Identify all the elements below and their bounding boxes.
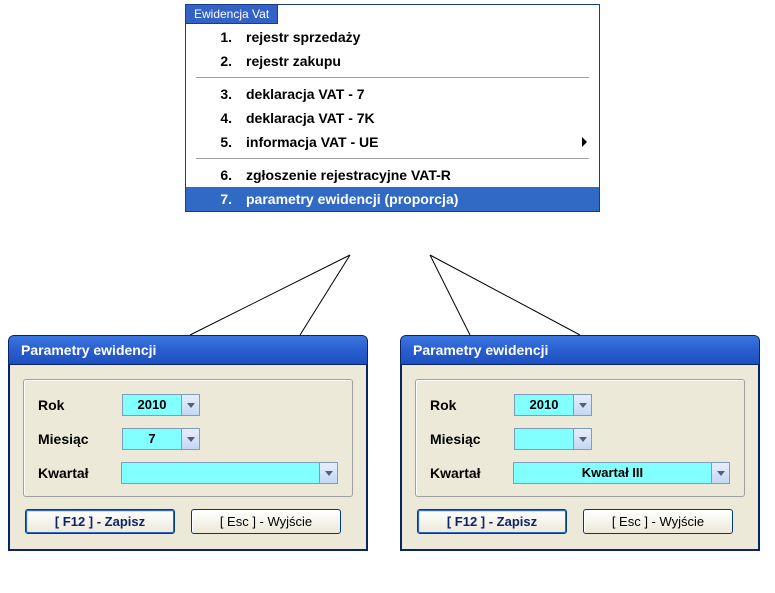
menu-item-label: deklaracja VAT - 7K — [232, 110, 375, 126]
button-label: [ F12 ] - Zapisz — [55, 514, 145, 529]
vat-menu: Ewidencja Vat 1. rejestr sprzedaży 2. re… — [185, 4, 600, 212]
field-group: Rok 2010 Miesiąc Kwartał Kwartał III — [415, 379, 745, 497]
menu-item-num: 5. — [206, 134, 232, 150]
row-miesiac: Miesiąc 7 — [38, 428, 338, 450]
menu-item-informacja-vat-ue[interactable]: 5. informacja VAT - UE — [186, 130, 599, 154]
menu-item-deklaracja-vat7[interactable]: 3. deklaracja VAT - 7 — [186, 82, 599, 106]
row-rok: Rok 2010 — [38, 394, 338, 416]
label-miesiac: Miesiąc — [38, 431, 122, 447]
chevron-down-icon — [579, 437, 587, 442]
menu-item-zgloszenie-vatr[interactable]: 6. zgłoszenie rejestracyjne VAT-R — [186, 163, 599, 187]
combo-value — [122, 463, 319, 483]
chevron-down-icon — [187, 403, 195, 408]
menu-item-label: parametry ewidencji (proporcja) — [232, 191, 458, 207]
row-kwartal: Kwartał — [38, 462, 338, 484]
menu-item-rejestr-zakupu[interactable]: 2. rejestr zakupu — [186, 49, 599, 73]
combo-value: 7 — [123, 429, 181, 449]
dialog-titlebar: Parametry ewidencji — [9, 336, 367, 365]
combo-kwartal[interactable] — [121, 462, 338, 484]
dropdown-button[interactable] — [319, 463, 337, 483]
menu-item-label: informacja VAT - UE — [232, 134, 379, 150]
menu-item-num: 7. — [206, 191, 232, 207]
row-rok: Rok 2010 — [430, 394, 730, 416]
label-rok: Rok — [38, 397, 122, 413]
menu-item-num: 2. — [206, 53, 232, 69]
menu-item-parametry-ewidencji[interactable]: 7. parametry ewidencji (proporcja) — [186, 187, 599, 211]
combo-value: 2010 — [515, 395, 573, 415]
vat-menu-body: 1. rejestr sprzedaży 2. rejestr zakupu 3… — [186, 5, 599, 211]
menu-item-rejestr-sprzedazy[interactable]: 1. rejestr sprzedaży — [186, 25, 599, 49]
label-kwartal: Kwartał — [38, 465, 121, 481]
combo-value: 2010 — [123, 395, 181, 415]
dropdown-button[interactable] — [711, 463, 729, 483]
combo-rok[interactable]: 2010 — [514, 394, 592, 416]
menu-item-label: rejestr zakupu — [232, 53, 341, 69]
chevron-down-icon — [717, 471, 725, 476]
dropdown-button[interactable] — [573, 395, 591, 415]
menu-item-num: 4. — [206, 110, 232, 126]
chevron-down-icon — [325, 471, 333, 476]
dropdown-button[interactable] — [573, 429, 591, 449]
save-button[interactable]: [ F12 ] - Zapisz — [25, 509, 175, 534]
dialog-body: Rok 2010 Miesiąc Kwartał Kwartał III — [401, 365, 759, 550]
dropdown-button[interactable] — [181, 395, 199, 415]
button-row: [ F12 ] - Zapisz [ Esc ] - Wyjście — [23, 509, 353, 540]
vat-menu-title: Ewidencja Vat — [185, 4, 278, 24]
menu-item-num: 6. — [206, 167, 232, 183]
field-group: Rok 2010 Miesiąc 7 Kwartał — [23, 379, 353, 497]
label-kwartal: Kwartał — [430, 465, 513, 481]
save-button[interactable]: [ F12 ] - Zapisz — [417, 509, 567, 534]
menu-item-label: deklaracja VAT - 7 — [232, 86, 365, 102]
label-rok: Rok — [430, 397, 514, 413]
menu-separator — [196, 158, 589, 159]
menu-item-num: 3. — [206, 86, 232, 102]
menu-separator — [196, 77, 589, 78]
menu-item-label: rejestr sprzedaży — [232, 29, 360, 45]
row-kwartal: Kwartał Kwartał III — [430, 462, 730, 484]
combo-value: Kwartał III — [514, 463, 711, 483]
submenu-arrow-icon — [582, 137, 587, 147]
row-miesiac: Miesiąc — [430, 428, 730, 450]
menu-item-num: 1. — [206, 29, 232, 45]
dropdown-button[interactable] — [181, 429, 199, 449]
dialog-body: Rok 2010 Miesiąc 7 Kwartał — [9, 365, 367, 550]
combo-rok[interactable]: 2010 — [122, 394, 200, 416]
label-miesiac: Miesiąc — [430, 431, 514, 447]
combo-value — [515, 429, 573, 449]
menu-item-label: zgłoszenie rejestracyjne VAT-R — [232, 167, 451, 183]
menu-item-deklaracja-vat7k[interactable]: 4. deklaracja VAT - 7K — [186, 106, 599, 130]
button-row: [ F12 ] - Zapisz [ Esc ] - Wyjście — [415, 509, 745, 540]
button-label: [ F12 ] - Zapisz — [447, 514, 537, 529]
combo-miesiac[interactable]: 7 — [122, 428, 200, 450]
dialog-parametry-right: Parametry ewidencji Rok 2010 Miesiąc Kwa… — [400, 335, 760, 551]
dialog-parametry-left: Parametry ewidencji Rok 2010 Miesiąc 7 K… — [8, 335, 368, 551]
combo-miesiac[interactable] — [514, 428, 592, 450]
combo-kwartal[interactable]: Kwartał III — [513, 462, 730, 484]
chevron-down-icon — [187, 437, 195, 442]
dialog-titlebar: Parametry ewidencji — [401, 336, 759, 365]
exit-button[interactable]: [ Esc ] - Wyjście — [583, 509, 733, 534]
chevron-down-icon — [579, 403, 587, 408]
exit-button[interactable]: [ Esc ] - Wyjście — [191, 509, 341, 534]
